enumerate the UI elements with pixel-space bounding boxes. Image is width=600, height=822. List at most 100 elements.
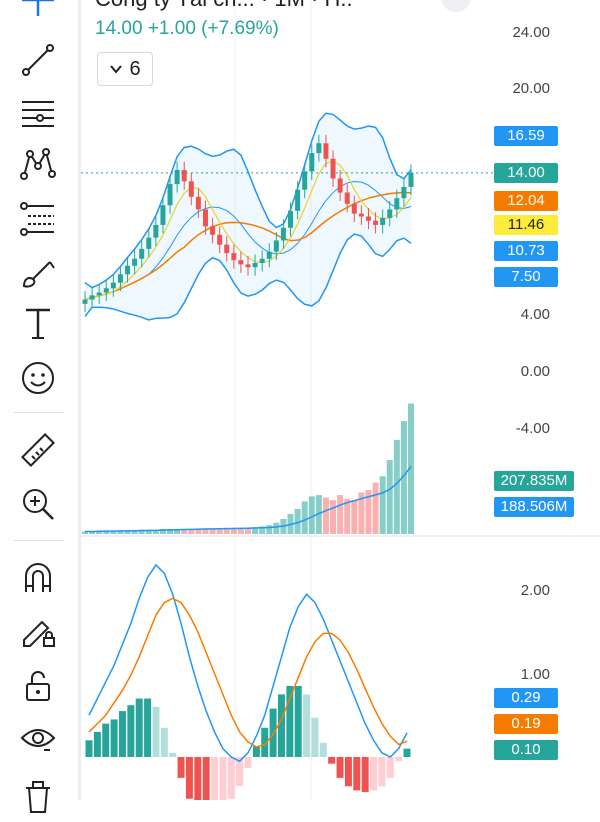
- macd-histogram-bar: [219, 757, 227, 800]
- eye-icon[interactable]: [12, 712, 64, 764]
- ruler-icon[interactable]: [12, 424, 64, 476]
- candle-body: [125, 265, 131, 275]
- zoom-in-icon[interactable]: [12, 478, 64, 530]
- candle-body: [117, 274, 123, 283]
- candle-body: [273, 240, 279, 252]
- candle-body: [266, 251, 272, 259]
- volume-bar: [103, 530, 110, 534]
- candle-body: [160, 205, 166, 225]
- macd-histogram-bar: [286, 686, 294, 757]
- candle-body: [82, 299, 88, 304]
- candle-body: [132, 258, 138, 266]
- bb-lower-badge: 7.50: [494, 267, 558, 287]
- trash-icon[interactable]: [12, 770, 64, 822]
- candle-body: [217, 234, 223, 245]
- close-price-badge: 14.00: [494, 163, 558, 183]
- macd-histogram-bar: [294, 686, 302, 757]
- volume-bar: [365, 490, 372, 534]
- volume-bar: [237, 527, 244, 534]
- emoji-icon[interactable]: [12, 352, 64, 404]
- macd-histogram-bar: [93, 731, 101, 757]
- volume-bar: [301, 501, 308, 534]
- candle-body: [401, 186, 407, 199]
- candle-body: [309, 153, 315, 172]
- candle-body: [188, 181, 194, 197]
- candle-body: [358, 213, 364, 217]
- candle-body: [344, 192, 350, 204]
- chart-area[interactable]: Công ty Tài ch... · 1M · H.. 14.00 +1.00…: [81, 0, 600, 800]
- volume-bar: [82, 531, 88, 534]
- text-icon[interactable]: [12, 298, 64, 350]
- macd-histogram-bar: [269, 708, 277, 757]
- candle-body: [210, 226, 216, 235]
- volume-bar: [188, 528, 195, 534]
- trendline-icon[interactable]: [12, 34, 64, 86]
- bollinger-lower-line: [84, 233, 412, 321]
- price-tick: 20.00: [512, 80, 550, 97]
- fib-icon[interactable]: [12, 192, 64, 244]
- unlock-icon[interactable]: [12, 660, 64, 712]
- volume-bar: [110, 530, 117, 534]
- macd-histogram-bar: [144, 698, 152, 757]
- candle-body: [316, 143, 322, 154]
- candle-body: [167, 184, 173, 206]
- volume-bar: [386, 459, 393, 534]
- pencil-lock-icon[interactable]: [12, 604, 64, 656]
- volume-bar: [330, 500, 337, 534]
- volume-bar: [372, 482, 379, 534]
- volume-badge: 207.835M: [494, 471, 574, 491]
- volume-bar: [159, 528, 166, 534]
- chart-canvas[interactable]: [81, 0, 600, 800]
- volume-bar: [322, 497, 329, 534]
- price-tick: 0.00: [520, 363, 550, 380]
- macd-tick: 2.00: [520, 582, 550, 599]
- volume-bar: [344, 498, 351, 534]
- pattern-icon[interactable]: [12, 138, 64, 190]
- indicators-dropdown[interactable]: 6: [97, 52, 153, 86]
- close-legend-button[interactable]: [441, 0, 471, 12]
- macd-histogram-bar: [202, 757, 210, 800]
- brush-icon[interactable]: [12, 246, 64, 298]
- candle-body: [89, 295, 95, 300]
- ma-slow-line: [84, 191, 412, 301]
- macd-histogram-bar: [328, 757, 336, 764]
- volume-bar: [266, 525, 273, 534]
- signal-badge: 0.19: [494, 714, 558, 734]
- macd-histogram-bar: [118, 711, 126, 757]
- candle-body: [380, 217, 386, 225]
- macd-histogram-bar: [127, 705, 135, 757]
- volume-bar: [308, 496, 315, 534]
- macd-histogram-bar: [261, 727, 269, 757]
- macd-histogram-bar: [311, 717, 319, 757]
- volume-bar: [131, 530, 138, 534]
- candle-body: [330, 158, 336, 179]
- candle-body: [351, 203, 357, 214]
- volume-bar: [337, 495, 344, 534]
- macd-histogram-bar: [160, 727, 168, 757]
- macd-histogram-bar: [185, 757, 193, 799]
- bb-upper-badge: 16.59: [494, 126, 558, 146]
- volume-bar: [216, 528, 223, 534]
- candle-body: [245, 264, 251, 268]
- volume-bar: [138, 529, 145, 534]
- macd-histogram-bar: [194, 757, 202, 800]
- macd-histogram-bar: [169, 752, 177, 757]
- bollinger-upper-line: [84, 112, 412, 289]
- macd-histogram-bar: [344, 757, 352, 787]
- candle-body: [146, 237, 152, 249]
- magnet-icon[interactable]: [12, 552, 64, 604]
- volume-bar: [96, 530, 103, 534]
- symbol-title[interactable]: Công ty Tài ch... · 1M · H..: [95, 0, 353, 12]
- bb-mid-badge: 10.73: [494, 241, 558, 261]
- macd-histogram-bar: [211, 757, 219, 800]
- macd-histogram-bar: [370, 757, 378, 791]
- volume-bar: [400, 421, 407, 534]
- volume-bar: [351, 500, 358, 534]
- horizontal-lines-icon[interactable]: [12, 88, 64, 140]
- candle-body: [259, 258, 265, 263]
- crosshair-icon[interactable]: [12, 0, 64, 26]
- candle-body: [174, 170, 180, 185]
- macd-histogram-bar: [177, 757, 185, 778]
- candle-body: [408, 172, 414, 187]
- volume-bar: [230, 527, 237, 534]
